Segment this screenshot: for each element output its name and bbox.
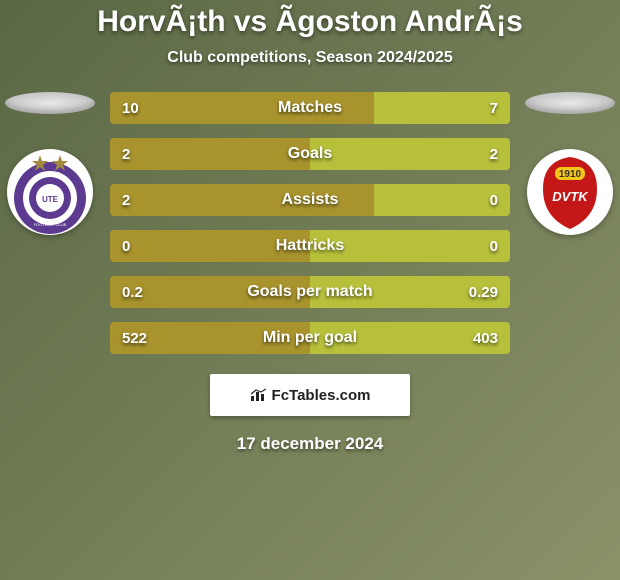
stat-bar: 522403Min per goal <box>110 322 510 354</box>
bar-fill-left <box>110 138 310 170</box>
stat-value-left: 0 <box>122 238 130 255</box>
attribution-text: FcTables.com <box>272 387 371 404</box>
attribution-badge[interactable]: FcTables.com <box>210 374 410 416</box>
stat-bar: 22Goals <box>110 138 510 170</box>
stat-value-left: 2 <box>122 146 130 163</box>
right-club-crest: 1910 DVTK <box>527 149 613 235</box>
stat-value-right: 0 <box>490 192 498 209</box>
player-shadow-right <box>525 92 615 114</box>
left-column: UTE UJPEST FOOTBALL CLUB <box>5 92 95 235</box>
player-shadow-left <box>5 92 95 114</box>
bar-fill-right <box>310 230 510 262</box>
dvtk-crest-icon: 1910 DVTK <box>527 149 613 235</box>
main-row: UTE UJPEST FOOTBALL CLUB 107Matches22Goa… <box>0 92 620 354</box>
stat-value-right: 0.29 <box>469 284 498 301</box>
stat-value-left: 0.2 <box>122 284 143 301</box>
date-text: 17 december 2024 <box>0 434 620 454</box>
page-title: HorvÃ¡th vs Ãgoston AndrÃ¡s <box>0 5 620 39</box>
stat-value-right: 0 <box>490 238 498 255</box>
right-column: 1910 DVTK <box>525 92 615 235</box>
svg-text:DVTK: DVTK <box>552 189 589 204</box>
bar-fill-left <box>110 184 374 216</box>
stat-bar: 20Assists <box>110 184 510 216</box>
stat-value-right: 7 <box>490 100 498 117</box>
bar-fill-left <box>110 230 310 262</box>
left-club-crest: UTE UJPEST FOOTBALL CLUB <box>7 149 93 235</box>
stat-bar: 0.20.29Goals per match <box>110 276 510 308</box>
stat-value-left: 10 <box>122 100 139 117</box>
subtitle: Club competitions, Season 2024/2025 <box>0 49 620 67</box>
stat-value-left: 2 <box>122 192 130 209</box>
ujpest-crest-icon: UTE UJPEST FOOTBALL CLUB <box>7 149 93 235</box>
svg-text:UJPEST: UJPEST <box>40 172 59 178</box>
chart-icon <box>250 388 268 402</box>
stat-value-left: 522 <box>122 330 147 347</box>
stat-bar: 107Matches <box>110 92 510 124</box>
bar-fill-right <box>310 138 510 170</box>
stat-bar: 00Hattricks <box>110 230 510 262</box>
stat-value-right: 2 <box>490 146 498 163</box>
svg-text:FOOTBALL CLUB: FOOTBALL CLUB <box>34 222 67 227</box>
stat-value-right: 403 <box>473 330 498 347</box>
bar-fill-left <box>110 92 374 124</box>
stats-bars: 107Matches22Goals20Assists00Hattricks0.2… <box>110 92 510 354</box>
svg-text:UTE: UTE <box>42 195 59 204</box>
comparison-card: HorvÃ¡th vs Ãgoston AndrÃ¡s Club competi… <box>0 0 620 580</box>
svg-text:1910: 1910 <box>559 169 582 180</box>
